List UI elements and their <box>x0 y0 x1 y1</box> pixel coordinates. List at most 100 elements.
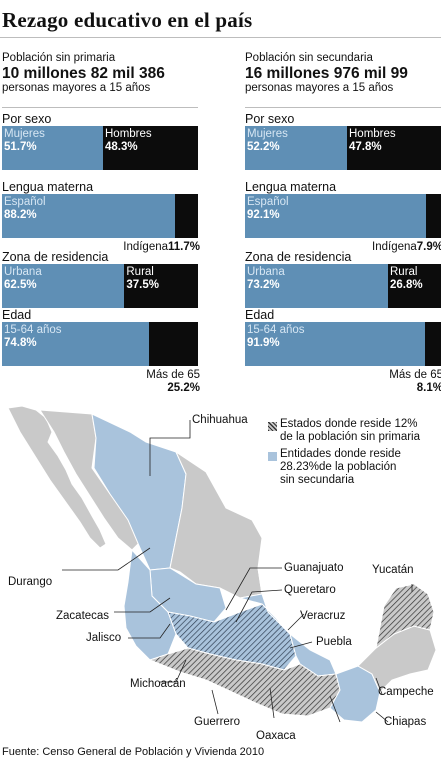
stacked-bar: Urbana 73.2% Rural 26.8% <box>245 264 441 308</box>
bar-segment: Rural 26.8% <box>388 264 441 308</box>
title-divider <box>0 37 441 38</box>
legend-line: 28.23%de la población <box>280 461 397 473</box>
segment-outside-label: Más de 65 8.1% <box>389 369 441 395</box>
segment-label: Español <box>247 196 289 208</box>
bar-segment: 15-64 años 91.9% <box>245 322 425 366</box>
segment-value: 74.8% <box>4 337 37 349</box>
section-divider <box>245 107 441 108</box>
segment-value: 62.5% <box>4 279 37 291</box>
section-title: Zona de residencia <box>245 250 352 264</box>
state-label-guerrero: Guerrero <box>194 716 241 728</box>
source-note: Fuente: Censo General de Población y Viv… <box>2 746 265 758</box>
stacked-bar: Urbana 62.5% Rural 37.5% <box>2 264 198 308</box>
legend-line: Entidades donde reside <box>280 448 401 460</box>
legend-blue-text: Entidades donde reside 28.23%de la pobla… <box>280 448 401 487</box>
segment-label: Indígena <box>372 241 417 253</box>
segment-value: 8.1% <box>416 382 441 394</box>
baja-california-shape <box>7 405 107 549</box>
bar-segment: Español 88.2% <box>2 194 175 238</box>
state-label-durango: Durango <box>8 576 53 588</box>
segment-value: 37.5% <box>126 279 159 291</box>
state-label-campeche: Campeche <box>378 686 434 698</box>
stacked-bar: Español 88.2% <box>2 194 198 238</box>
state-label-yucatan: Yucatán <box>372 564 414 576</box>
segment-label: Mujeres <box>4 128 45 140</box>
state-label-guanajuato: Guanajuato <box>284 562 344 574</box>
bar-segment: Mujeres 51.7% <box>2 126 103 170</box>
bar-segment: Mujeres 52.2% <box>245 126 347 170</box>
northeast-shape <box>169 450 263 599</box>
legend-line: sin secundaria <box>280 474 355 486</box>
bar-segment: 15-64 años 74.8% <box>2 322 149 366</box>
yucatan-shape <box>375 583 435 650</box>
segment-value: 88.2% <box>4 209 37 221</box>
population-label: Población sin primaria <box>2 52 116 64</box>
segment-value: 92.1% <box>247 209 280 221</box>
legend-blue-swatch <box>268 452 277 461</box>
segment-label: Más de 65 <box>146 369 200 381</box>
state-label-puebla: Puebla <box>316 636 352 648</box>
legend-hatched-swatch <box>268 422 277 431</box>
segment-label: Español <box>4 196 46 208</box>
segment-value: 91.9% <box>247 337 280 349</box>
mexico-map-svg <box>7 405 437 723</box>
segment-value: 11.7% <box>168 241 200 253</box>
segment-value: 48.3% <box>105 141 138 153</box>
population-subtitle: personas mayores a 15 años <box>2 82 151 94</box>
state-label-queretaro: Queretaro <box>284 584 336 596</box>
state-label-jalisco: Jalisco <box>86 632 122 644</box>
segment-value: 47.8% <box>349 141 382 153</box>
segment-label: Hombres <box>105 128 152 140</box>
segment-label: Indígena <box>123 241 169 253</box>
stacked-bar: Español 92.1% <box>245 194 441 238</box>
state-label-chihuahua: Chihuahua <box>192 414 248 426</box>
population-value: 10 millones 82 mil 386 <box>2 65 165 82</box>
population-value: 16 millones 976 mil 99 <box>245 65 408 82</box>
legend-hatched-text: Estados donde reside 12% de la población… <box>280 418 420 444</box>
segment-label: 15-64 años <box>4 324 62 336</box>
segment-value: 25.2% <box>167 382 200 394</box>
population-subtitle: personas mayores a 15 años <box>245 82 394 94</box>
bar-segment: Urbana 62.5% <box>2 264 125 308</box>
bar-segment <box>149 322 198 366</box>
legend-line: Estados donde reside 12% <box>280 418 418 430</box>
segment-value: 51.7% <box>4 141 37 153</box>
segment-label: Rural <box>390 266 418 278</box>
bar-segment: Hombres 48.3% <box>103 126 198 170</box>
secundaria-column: Población sin secundaria 16 millones 976… <box>245 52 441 394</box>
section-title: Lengua materna <box>245 180 337 194</box>
state-label-oaxaca: Oaxaca <box>256 730 296 742</box>
segment-outside-label: Más de 65 25.2% <box>146 369 200 395</box>
state-label-michoacan: Michoacán <box>130 678 186 690</box>
segment-label: 15-64 años <box>247 324 305 336</box>
section-title: Edad <box>2 308 32 322</box>
segment-label: Rural <box>126 266 154 278</box>
segment-value: 7.9% <box>416 241 441 253</box>
bar-segment: Español 92.1% <box>245 194 426 238</box>
segment-value: 73.2% <box>247 279 280 291</box>
bar-segment <box>175 194 198 238</box>
stacked-bar: Mujeres 51.7% Hombres 48.3% <box>2 126 198 170</box>
section-title: Por sexo <box>2 112 52 126</box>
segment-label: Mujeres <box>247 128 288 140</box>
segment-label: Urbana <box>4 266 42 278</box>
mexico-map: Estados donde reside 12% de la población… <box>0 398 441 743</box>
segment-value: 52.2% <box>247 141 280 153</box>
section-title: Edad <box>245 308 275 322</box>
legend-line: de la población sin primaria <box>280 431 420 443</box>
state-label-zacatecas: Zacatecas <box>56 610 110 622</box>
population-label: Población sin secundaria <box>245 52 373 64</box>
section-title: Lengua materna <box>2 180 94 194</box>
stacked-bar: 15-64 años 91.9% <box>245 322 441 366</box>
bar-segment <box>425 322 441 366</box>
state-label-veracruz: Veracruz <box>300 610 346 622</box>
page-title: Rezago educativo en el país <box>2 8 253 32</box>
bar-segment: Rural 37.5% <box>124 264 198 308</box>
section-title: Zona de residencia <box>2 250 109 264</box>
segment-outside-label: Indígena7.9% <box>372 241 441 254</box>
section-divider <box>2 107 198 108</box>
stacked-bar: 15-64 años 74.8% <box>2 322 198 366</box>
segment-label: Más de 65 <box>389 369 441 381</box>
segment-label: Hombres <box>349 128 396 140</box>
section-title: Por sexo <box>245 112 295 126</box>
